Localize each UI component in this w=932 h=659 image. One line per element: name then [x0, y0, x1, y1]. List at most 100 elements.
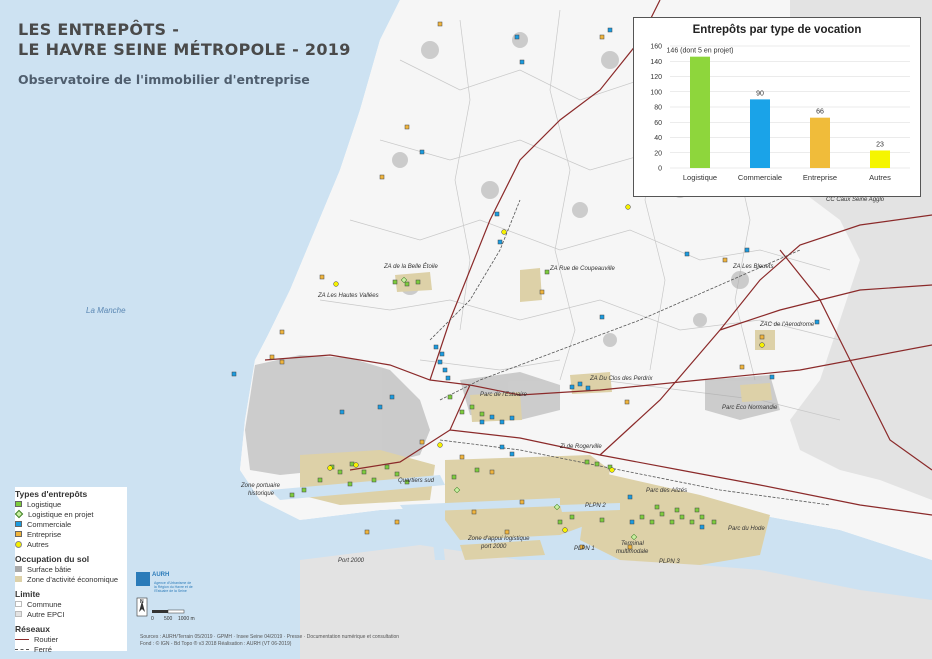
legend-label: Autres	[27, 539, 49, 549]
legend-label: Commerciale	[27, 519, 72, 529]
place-label: historique	[248, 491, 275, 497]
legend-item-logistique: Logistique	[15, 499, 127, 509]
legend-label: Commune	[27, 599, 62, 609]
place-label: ZA de la Belle Étoile	[384, 264, 438, 270]
legend-swatch	[15, 521, 22, 527]
place-label: ZAC de l'Aerodrome	[760, 322, 815, 328]
legend-item-commerciale: Commerciale	[15, 519, 127, 529]
activity-zones	[300, 268, 775, 565]
rail-network	[429, 199, 831, 506]
place-label: Parc Eco Normandie	[722, 405, 778, 411]
place-label: Parc de l'Estuaire	[480, 392, 527, 398]
legend-label: Logistique en projet	[28, 509, 94, 519]
bar-commerciale	[750, 99, 770, 168]
legend-label: Surface bâtie	[27, 564, 72, 574]
bar-logistique	[690, 56, 710, 168]
legend-label: Entreprise	[27, 529, 62, 539]
y-tick-label: 120	[650, 74, 662, 81]
scale-bar-segment	[167, 609, 185, 614]
x-category-label: Logistique	[683, 173, 717, 182]
legend-item-commune: Commune	[15, 599, 127, 609]
legend-item-ferre: Ferré	[15, 644, 127, 654]
y-tick-label: 100	[650, 89, 662, 96]
map-subtitle: Observatoire de l'immobilier d'entrepris…	[18, 72, 310, 87]
place-label: Zone portuaire	[241, 483, 281, 489]
aurh-logo-icon	[136, 572, 150, 586]
legend-swatch	[14, 509, 24, 519]
sources-note: Sources : AURH/Terrain 05/2019 · GPMH · …	[140, 634, 399, 648]
warehouse-markers	[231, 21, 820, 550]
north-arrow-icon	[139, 601, 145, 612]
other-epci-area-south	[300, 545, 932, 659]
legend-swatch	[15, 648, 29, 650]
chart-panel: Entrepôts par type de vocation 0 20 40 60 80…	[633, 17, 921, 197]
legend-label: Zone d'activité économique	[27, 574, 119, 584]
legend-item-surface: Surface bâtie	[15, 564, 127, 574]
legend-swatch	[15, 566, 22, 572]
bar-data-label: 146 (dont 5 en projet)	[667, 48, 734, 55]
place-label: ZA Les Hautes Vallées	[318, 293, 379, 299]
scale-label-0: 0	[151, 616, 154, 622]
map-legend: Types d'entrepôts Logistique Logistique …	[14, 487, 127, 654]
legend-item-routier: Routier	[15, 634, 127, 644]
bar-autres	[870, 150, 890, 168]
y-tick-label: 20	[654, 150, 662, 157]
map-title: LES ENTREPÔTS - LE HAVRE SEINE MÉTROPOLE…	[18, 20, 351, 60]
legend-limite-title: Limite	[15, 589, 41, 599]
legend-label: Logistique	[27, 499, 62, 509]
scale-label-1000: 1000 m	[178, 616, 195, 622]
place-label: ZA Du Clos des Perdrix	[590, 376, 653, 382]
scale-bar-segment	[152, 610, 168, 613]
y-tick-label: 140	[650, 59, 662, 66]
bar-data-label: 23	[876, 141, 884, 148]
legend-swatch	[15, 540, 22, 548]
place-label: PLPN 1	[574, 546, 595, 552]
legend-swatch	[15, 576, 22, 582]
sources-line-2: Fond : © IGN - Bd Topo ® v3 2018 Réalisa…	[140, 641, 292, 647]
place-label: Parc des Alizés	[646, 488, 688, 494]
place-label: Zi de Rogerville	[560, 444, 602, 450]
x-category-label: Commerciale	[738, 173, 782, 182]
place-label: Port 2000	[338, 558, 365, 564]
scale-label-500: 500	[164, 616, 173, 622]
place-label: ZA Rue de Coupeauville	[550, 266, 615, 272]
legend-reseaux-title: Réseaux	[15, 624, 50, 634]
y-tick-label: 0	[658, 166, 662, 173]
legend-swatch	[15, 611, 22, 617]
x-category-label: Autres	[869, 173, 891, 182]
legend-swatch	[15, 601, 22, 607]
chart-title: Entrepôts par type de vocation	[692, 24, 862, 36]
place-label: PLPN 3	[659, 559, 680, 565]
place-label: port 2000	[481, 544, 507, 550]
y-tick-label: 80	[654, 105, 662, 112]
aurh-brand-subtitle: Agence d'Urbanisme de la Région du Havre…	[154, 581, 193, 593]
legend-item-entreprise: Entreprise	[15, 529, 127, 539]
place-label: CC Caux Seine Agglo	[826, 197, 885, 203]
title-line-1: LES ENTREPÔTS -	[18, 20, 180, 39]
sea-label: La Manche	[86, 306, 126, 315]
legend-swatch	[15, 501, 22, 507]
y-tick-label: 60	[654, 120, 662, 127]
place-label: ZA Les Bleuets	[733, 264, 774, 270]
bar-data-label: 90	[756, 90, 764, 97]
legend-label: Routier	[34, 634, 59, 644]
legend-label: Ferré	[34, 644, 52, 654]
sources-line-1: Sources : AURH/Terrain 05/2019 · GPMH · …	[140, 634, 400, 640]
bar-chart: 0 20 40 60 80 100 120 140 160 146 (dont 5 en proj…	[650, 44, 910, 182]
place-label: Terminal	[621, 541, 644, 547]
legend-item-autres: Autres	[15, 539, 127, 549]
place-label: Quartiers sud	[398, 478, 435, 484]
legend-item-zone: Zone d'activité économique	[15, 574, 127, 584]
y-tick-label: 160	[650, 44, 662, 51]
legend-occupation-title: Occupation du sol	[15, 554, 90, 564]
legend-label: Autre EPCI	[27, 609, 65, 619]
y-tick-label: 40	[654, 135, 662, 142]
x-category-label: Entreprise	[803, 173, 837, 182]
legend-swatch	[15, 638, 29, 640]
place-label: Parc du Hode	[728, 526, 765, 532]
title-line-2: LE HAVRE SEINE MÉTROPOLE - 2019	[18, 40, 351, 59]
place-label: multimodale	[616, 549, 649, 555]
